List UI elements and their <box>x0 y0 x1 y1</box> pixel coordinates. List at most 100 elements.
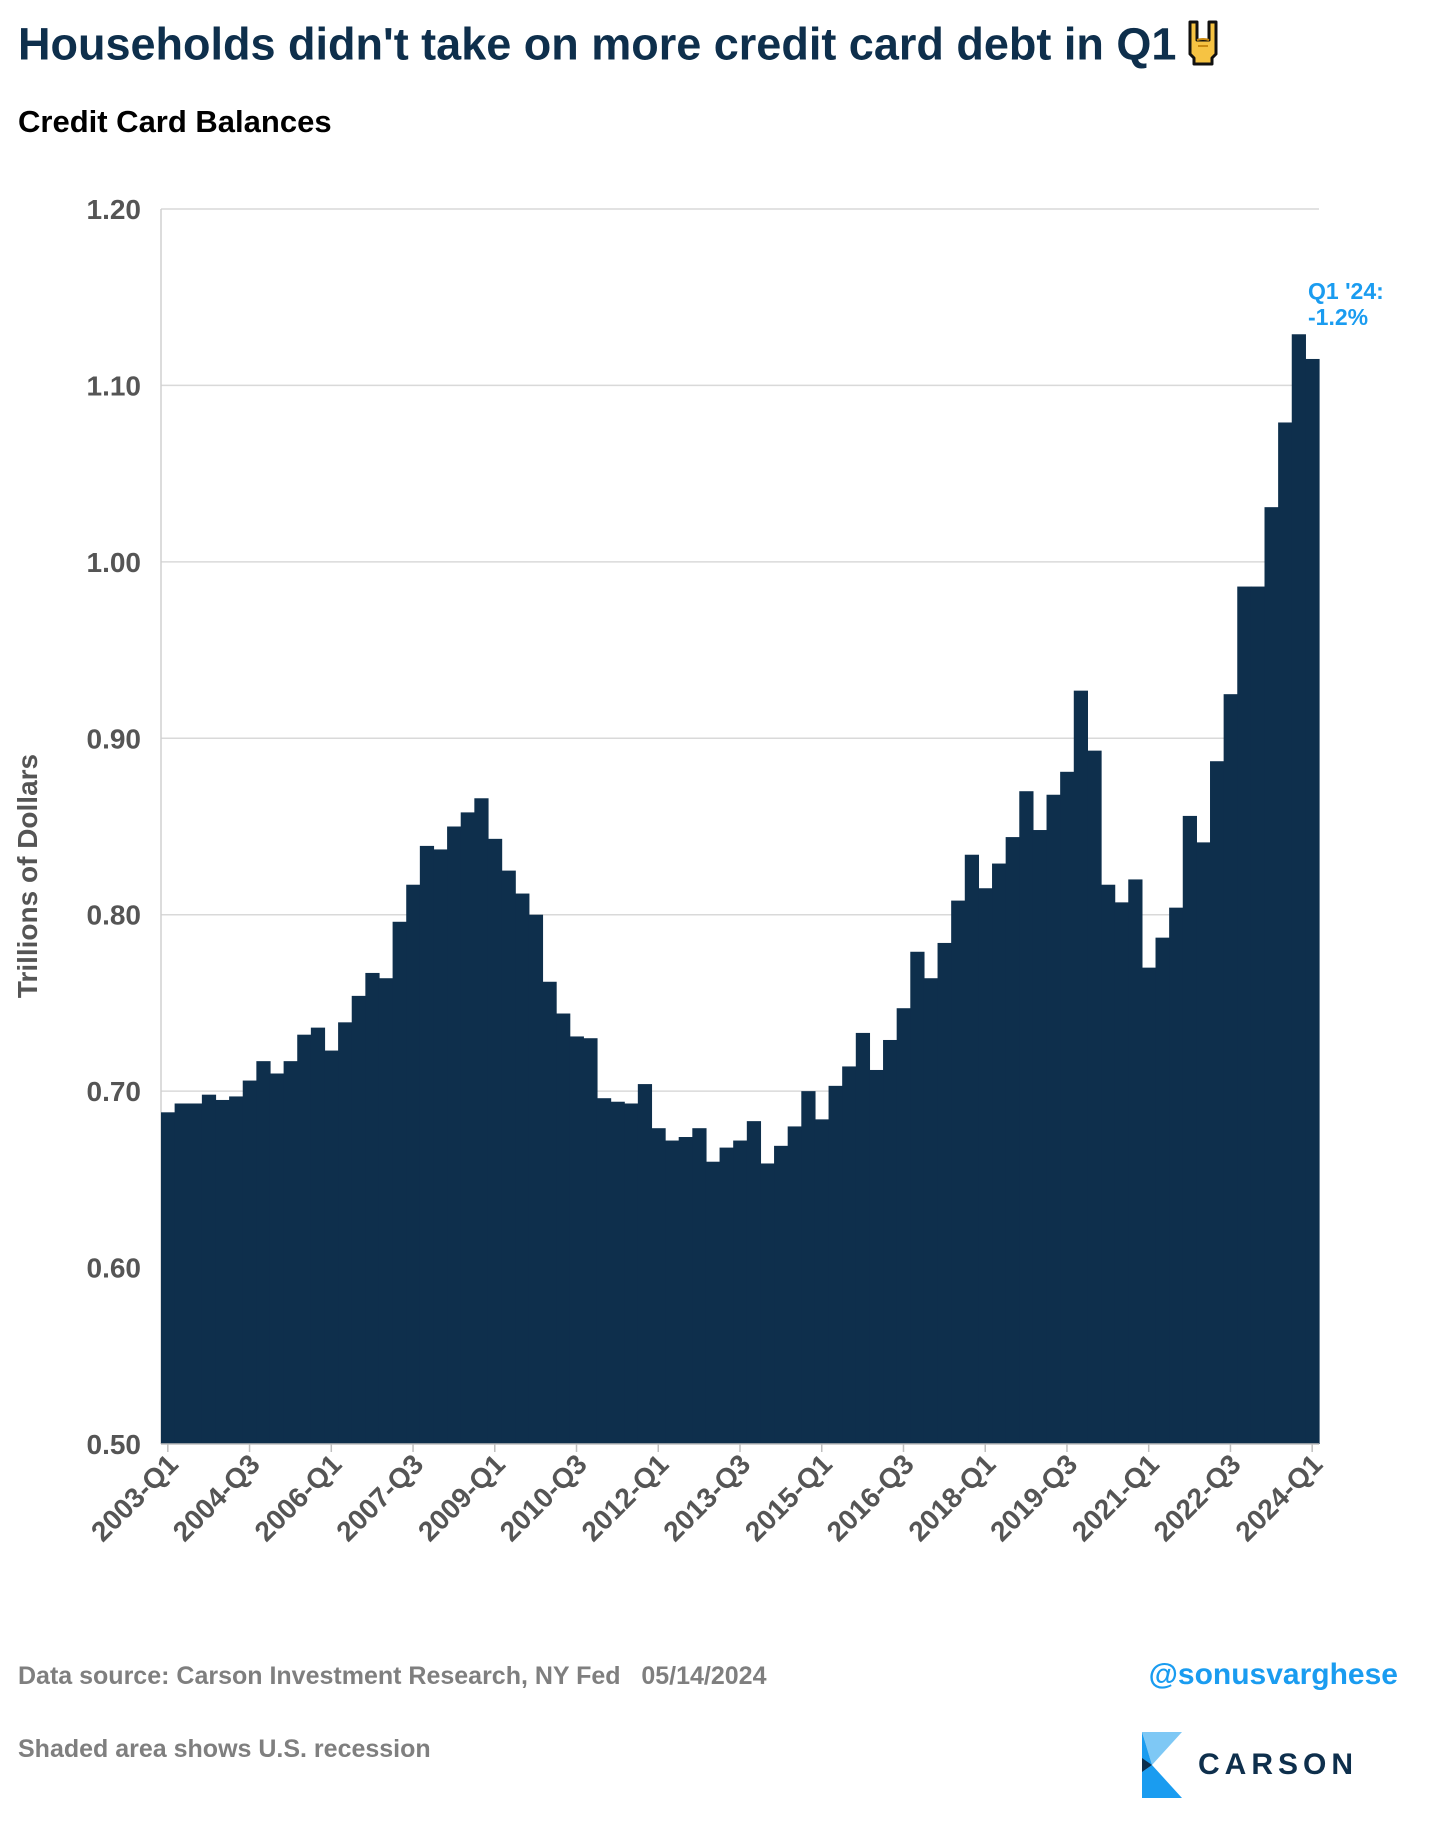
bar <box>1019 791 1034 1444</box>
bar <box>1210 761 1225 1444</box>
bar <box>501 870 516 1444</box>
bar <box>528 914 544 1444</box>
bar <box>556 1013 571 1444</box>
bar <box>746 1121 762 1444</box>
bar <box>651 1128 666 1444</box>
recession-note: Shaded area shows U.S. recession <box>18 1735 431 1763</box>
bar <box>460 812 475 1444</box>
x-tick-label: 2004-Q3 <box>167 1448 266 1547</box>
bar <box>1223 694 1238 1444</box>
x-tick-label: 2009-Q1 <box>412 1448 511 1547</box>
last-value-annotation: Q1 '24: <box>1308 278 1384 304</box>
bar <box>1141 967 1157 1444</box>
x-tick-label: 2007-Q3 <box>330 1448 429 1547</box>
x-tick-label: 2010-Q3 <box>494 1448 593 1547</box>
bar <box>447 826 462 1444</box>
bar <box>392 921 407 1444</box>
bar <box>365 972 380 1444</box>
bar <box>283 1061 298 1444</box>
bar <box>787 1126 802 1444</box>
bar <box>978 888 993 1444</box>
bar <box>828 1085 843 1444</box>
bar <box>338 1022 353 1444</box>
bar <box>188 1103 203 1444</box>
bar <box>542 981 557 1444</box>
bar <box>256 1061 271 1444</box>
bar <box>1264 507 1279 1444</box>
bar <box>1060 771 1075 1444</box>
x-tick-label: 2006-Q1 <box>249 1448 348 1547</box>
bar <box>951 900 966 1444</box>
carson-logo-icon <box>1142 1732 1182 1798</box>
bar <box>406 884 421 1444</box>
bar <box>487 838 503 1444</box>
bar <box>1087 750 1102 1444</box>
bar <box>569 1036 584 1444</box>
bar <box>1196 842 1211 1444</box>
bar <box>1305 358 1320 1444</box>
x-tick-label: 2018-Q1 <box>902 1448 1001 1547</box>
x-tick-label: 2022-Q3 <box>1148 1448 1247 1547</box>
y-tick-label: 0.50 <box>87 1429 142 1460</box>
bar <box>637 1084 653 1444</box>
y-axis-label: Trillions of Dollars <box>12 753 43 999</box>
bar-chart: 0.500.600.700.800.901.001.101.202003-Q12… <box>85 194 1384 1547</box>
bar <box>1169 907 1184 1444</box>
x-tick-label: 2016-Q3 <box>821 1448 920 1547</box>
x-tick-label: 2013-Q3 <box>657 1448 756 1547</box>
bar <box>814 1119 830 1444</box>
bar <box>1155 937 1170 1444</box>
bar <box>419 845 435 1444</box>
chart-title-text: Households didn't take on more credit ca… <box>18 18 1177 70</box>
carson-logo-text: CARSON <box>1198 1748 1359 1781</box>
bar <box>910 951 925 1444</box>
bar <box>1073 690 1088 1444</box>
bar <box>705 1161 721 1444</box>
bar <box>964 854 980 1444</box>
y-tick-label: 0.90 <box>87 723 142 754</box>
bar <box>733 1140 748 1444</box>
bar <box>1250 586 1266 1444</box>
bar <box>774 1145 789 1444</box>
data-source: Data source: Carson Investment Research,… <box>18 1662 767 1690</box>
carson-logo: CARSON <box>1142 1732 1358 1798</box>
y-tick-label: 0.60 <box>87 1253 142 1284</box>
bar <box>1291 334 1306 1444</box>
bar <box>474 798 489 1444</box>
x-tick-label: 2021-Q1 <box>1066 1448 1165 1547</box>
x-tick-label: 2012-Q1 <box>576 1448 675 1547</box>
bar <box>269 1073 285 1444</box>
y-tick-label: 0.70 <box>87 1076 142 1107</box>
bar <box>1032 830 1048 1444</box>
bar <box>297 1034 312 1444</box>
bar <box>310 1027 326 1444</box>
bar <box>842 1066 857 1444</box>
bar <box>1046 794 1061 1444</box>
x-tick-label: 2015-Q1 <box>739 1448 838 1547</box>
bar <box>1278 422 1293 1444</box>
bar <box>610 1101 625 1444</box>
bar <box>678 1137 693 1444</box>
bar <box>937 942 952 1444</box>
bar <box>1101 884 1116 1444</box>
bar <box>583 1038 598 1444</box>
bar <box>596 1098 612 1444</box>
bar <box>896 1008 911 1444</box>
bar <box>855 1032 871 1444</box>
bar <box>719 1147 734 1444</box>
x-tick-label: 2019-Q3 <box>984 1448 1083 1547</box>
bar <box>869 1069 884 1444</box>
bar <box>692 1128 707 1444</box>
bar <box>801 1091 816 1444</box>
bar <box>433 849 448 1444</box>
bar <box>1182 815 1197 1444</box>
bar <box>351 995 366 1444</box>
twitter-handle[interactable]: @sonusvarghese <box>1148 1658 1398 1691</box>
bar <box>1128 879 1143 1444</box>
bar <box>923 978 939 1444</box>
bar <box>161 1112 176 1444</box>
y-tick-label: 0.80 <box>87 900 142 931</box>
bar <box>378 978 394 1444</box>
bar <box>624 1103 639 1444</box>
bar <box>229 1096 244 1444</box>
